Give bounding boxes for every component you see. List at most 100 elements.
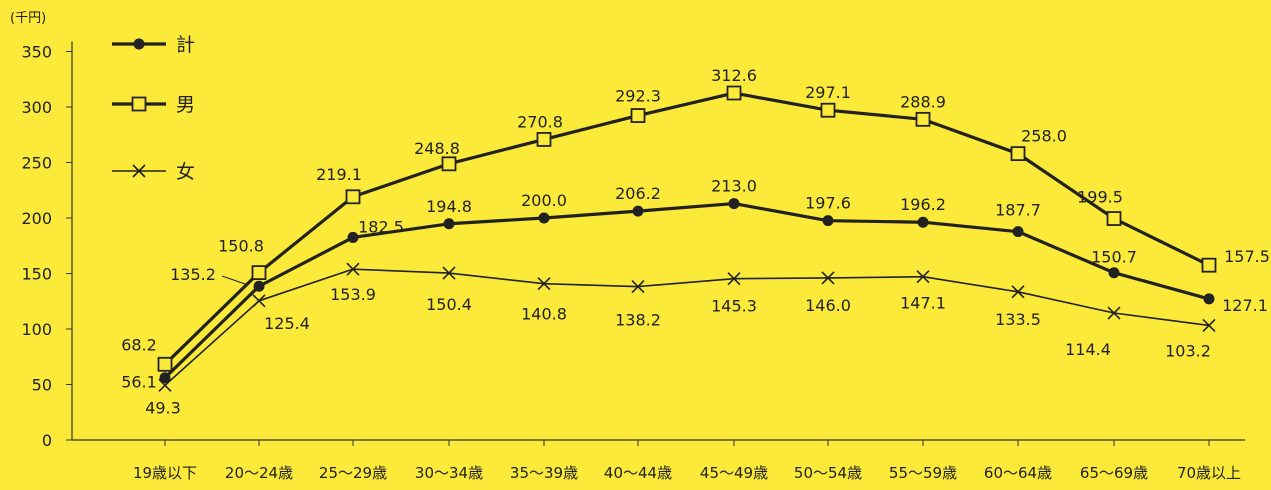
legend-item: 男 — [112, 94, 195, 116]
point-marker — [917, 216, 929, 228]
annotation-leader-line — [221, 275, 249, 286]
legend-item: 計 — [112, 34, 195, 56]
series-2 — [158, 262, 1216, 392]
data-label: 68.2 — [121, 335, 157, 354]
data-label: 297.1 — [805, 83, 851, 102]
point-marker — [915, 111, 931, 127]
data-label: 125.4 — [264, 314, 310, 333]
y-tick-label: 50 — [32, 376, 52, 395]
point-marker — [443, 218, 455, 230]
data-label: 103.2 — [1165, 341, 1211, 360]
x-tick-label: 19歳以下 — [133, 464, 197, 482]
data-label: 270.8 — [517, 112, 563, 131]
legend: 計男女 — [112, 34, 195, 183]
point-marker — [1108, 267, 1120, 279]
point-marker — [131, 96, 147, 112]
data-label: 182.5 — [358, 217, 404, 236]
point-marker — [820, 102, 836, 118]
y-tick-label: 100 — [21, 320, 52, 339]
axes: 0 50 100 150 200 250 300 350 19歳以下 20～24歳 25～29歳 30… — [21, 41, 1245, 482]
data-label: 146.0 — [805, 296, 851, 315]
data-label: 213.0 — [711, 177, 757, 196]
point-marker — [1203, 293, 1215, 305]
point-marker — [252, 294, 266, 308]
data-label: 150.4 — [426, 295, 472, 314]
series-1 — [157, 85, 1217, 372]
point-marker — [1202, 318, 1216, 333]
y-tick-label: 250 — [21, 154, 52, 173]
data-label: 219.1 — [316, 165, 362, 184]
y-tick-label: 200 — [21, 209, 52, 228]
x-tick-label: 35～39歳 — [510, 464, 578, 482]
point-marker — [1012, 226, 1024, 238]
data-label: 196.2 — [900, 195, 946, 214]
data-label: 150.8 — [218, 237, 264, 256]
data-label: 127.1 — [1222, 296, 1268, 315]
point-marker — [632, 205, 644, 217]
data-label: 56.1 — [121, 373, 157, 392]
annotation: 135.2 — [170, 265, 249, 286]
point-marker — [1201, 257, 1217, 273]
point-marker — [1010, 146, 1026, 162]
series-0 — [159, 198, 1215, 384]
point-marker — [133, 38, 145, 50]
point-marker — [1011, 285, 1025, 299]
point-marker — [251, 265, 267, 281]
series-line — [163, 91, 1210, 366]
data-label: 312.6 — [711, 66, 757, 85]
point-marker — [821, 271, 835, 285]
series-line — [163, 201, 1210, 379]
data-label: 288.9 — [900, 92, 946, 111]
y-tick-label: 350 — [21, 43, 52, 62]
data-labels: 56.1 182.5 194.8 200.0 206.2 213.0 197.6 196.2 1… — [121, 66, 1270, 417]
point-marker — [916, 270, 930, 284]
x-tick-label: 70歳以上 — [1177, 464, 1241, 482]
series-layer: 56.1 182.5 194.8 200.0 206.2 213.0 197.6 196.2 1… — [121, 66, 1270, 417]
data-label: 197.6 — [805, 194, 851, 213]
data-label: 140.8 — [521, 305, 567, 324]
data-label: 194.8 — [426, 197, 472, 216]
point-marker — [822, 215, 834, 227]
legend-label: 男 — [176, 94, 195, 116]
point-marker — [536, 132, 552, 147]
data-label: 145.3 — [711, 297, 757, 316]
x-tick-label: 40～44歳 — [604, 464, 672, 482]
legend-label: 女 — [176, 161, 195, 183]
x-tick-label: 30～34歳 — [415, 464, 483, 482]
point-marker — [159, 372, 171, 384]
y-tick-label: 150 — [21, 265, 52, 284]
x-tick-label: 45～49歳 — [700, 464, 768, 482]
point-marker — [253, 280, 265, 292]
data-label: 199.5 — [1077, 188, 1123, 207]
data-label: 206.2 — [615, 184, 661, 203]
point-marker — [727, 272, 741, 286]
point-marker — [537, 277, 551, 291]
point-marker — [1106, 211, 1122, 226]
point-marker — [345, 189, 361, 205]
data-label: 150.7 — [1091, 248, 1137, 267]
legend-label: 計 — [176, 34, 195, 56]
point-marker — [132, 164, 146, 178]
y-unit-label: (千円) — [10, 11, 46, 26]
point-marker — [346, 262, 360, 276]
point-marker — [442, 266, 456, 280]
data-label: 147.1 — [900, 294, 946, 313]
data-label: 114.4 — [1065, 340, 1111, 359]
point-marker — [631, 280, 645, 294]
point-marker — [726, 85, 742, 101]
x-tick-label: 60～64歳 — [984, 464, 1052, 482]
point-marker — [538, 212, 550, 224]
legend-item: 女 — [112, 161, 195, 183]
data-label: 133.5 — [995, 310, 1041, 329]
data-label: 292.3 — [615, 87, 661, 106]
annotation-label: 135.2 — [170, 265, 216, 284]
point-marker — [1107, 306, 1121, 320]
x-tick-label: 20～24歳 — [225, 464, 293, 482]
x-tick-label: 55～59歳 — [889, 464, 957, 482]
point-marker — [630, 108, 646, 123]
data-label: 248.8 — [414, 139, 460, 158]
data-label: 138.2 — [615, 311, 661, 330]
x-tick-label: 65～69歳 — [1080, 464, 1148, 482]
y-tick-label: 0 — [42, 431, 52, 450]
